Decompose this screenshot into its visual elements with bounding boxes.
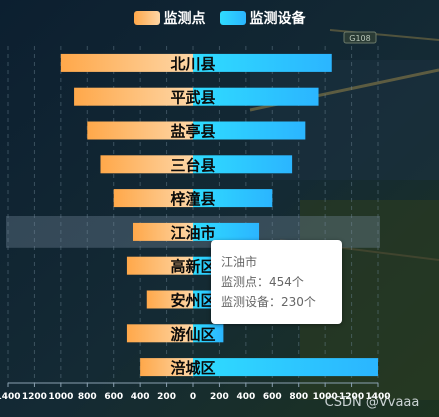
road-sign-label: G108 <box>349 34 370 43</box>
bar-points-0 <box>60 53 193 72</box>
x-tick-label-12: 1000 <box>313 392 338 402</box>
legend: 监测点 监测设备 <box>0 8 439 28</box>
x-tick-label-11: 800 <box>289 392 308 402</box>
legend-label-devices: 监测设备 <box>249 11 306 27</box>
bar-devices-9 <box>193 358 378 377</box>
bar-devices-1 <box>193 87 319 106</box>
legend-label-points: 监测点 <box>163 11 206 27</box>
category-label-0: 北川县 <box>170 55 215 73</box>
category-label-6: 高新区 <box>170 258 215 276</box>
bar-points-5 <box>133 222 193 241</box>
category-label-8: 游仙区 <box>170 325 215 343</box>
x-axis: 1400120010008006004002000200400600800100… <box>0 382 391 402</box>
bar-devices-2 <box>193 121 306 140</box>
x-tick-label-9: 400 <box>236 392 255 402</box>
bar-points-3 <box>100 155 193 174</box>
x-tick-label-13: 1200 <box>339 392 364 402</box>
bar-points-7 <box>146 290 193 309</box>
bar-points-4 <box>113 189 193 208</box>
x-tick-label-10: 600 <box>263 392 282 402</box>
bar-points-6 <box>126 256 193 275</box>
tooltip-title: 江油市 <box>221 255 258 269</box>
category-label-1: 平武县 <box>170 89 215 107</box>
category-label-4: 梓潼县 <box>170 190 215 208</box>
x-tick-label-1: 1200 <box>22 392 47 402</box>
category-label-9: 涪城区 <box>170 359 215 377</box>
x-tick-label-14: 1400 <box>365 392 390 402</box>
bar-points-2 <box>87 121 193 140</box>
bar-devices-3 <box>193 155 293 174</box>
bar-points-1 <box>74 87 193 106</box>
x-tick-label-4: 600 <box>104 392 123 402</box>
legend-item-devices[interactable]: 监测设备 <box>219 8 306 28</box>
bar-devices-4 <box>193 189 273 208</box>
bar-points-9 <box>140 358 193 377</box>
legend-swatch-devices <box>219 11 246 25</box>
bar-devices-8 <box>193 324 224 343</box>
legend-swatch-points <box>133 11 160 25</box>
x-tick-label-8: 200 <box>210 392 229 402</box>
x-tick-label-2: 1000 <box>48 392 73 402</box>
category-label-7: 安州区 <box>170 292 215 310</box>
category-label-2: 盐亭县 <box>170 123 215 141</box>
watermark-text: CSDN @Vvaaa <box>325 395 420 410</box>
category-label-3: 三台县 <box>170 156 215 174</box>
category-label-5: 江油市 <box>170 224 215 242</box>
bars-layer <box>60 53 378 377</box>
tooltip-points-line: 监测点：454个 <box>221 275 304 289</box>
x-tick-label-0: 1400 <box>0 392 21 402</box>
bar-points-8 <box>126 324 193 343</box>
tooltip: 江油市 监测点：454个 监测设备：230个 <box>211 240 342 324</box>
x-tick-label-6: 200 <box>157 392 176 402</box>
tooltip-devices-line: 监测设备：230个 <box>221 295 316 309</box>
bar-devices-5 <box>193 222 260 241</box>
x-tick-label-7: 0 <box>190 392 196 402</box>
x-tick-label-5: 400 <box>131 392 150 402</box>
legend-item-points[interactable]: 监测点 <box>133 8 206 28</box>
bar-devices-0 <box>193 53 332 72</box>
x-tick-label-3: 800 <box>78 392 97 402</box>
